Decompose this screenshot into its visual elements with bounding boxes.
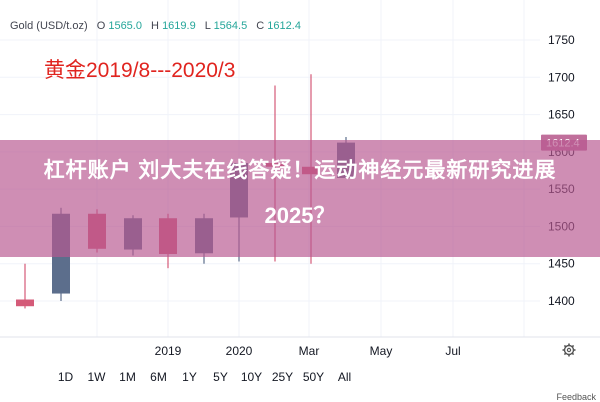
open-label: O <box>96 20 106 32</box>
open-value: 1565.0 <box>108 20 142 32</box>
y-tick-label: 1450 <box>548 257 575 271</box>
date-range-annotation: 黄金2019/8---2020/3 <box>44 59 236 82</box>
overlay-banner[interactable]: 杠杆账户 刘大夫在线答疑！运动神经元最新研究进展 2025？ <box>0 140 600 257</box>
x-tick-label: 2019 <box>155 344 182 358</box>
high-label: H <box>151 20 159 32</box>
timeframe-all[interactable]: All <box>337 370 352 384</box>
x-tick-label: 2020 <box>226 344 253 358</box>
y-tick-label: 1750 <box>548 33 575 47</box>
candle-body[interactable] <box>16 299 34 307</box>
timeframe-1y[interactable]: 1Y <box>182 370 197 384</box>
x-tick-label: May <box>370 344 393 358</box>
y-tick-label: 1700 <box>548 70 575 84</box>
x-tick-label: Mar <box>299 344 320 358</box>
timeframe-25y[interactable]: 25Y <box>271 370 294 384</box>
symbol-name: Gold (USD/t.oz) <box>10 20 88 32</box>
low-value: 1564.5 <box>213 20 248 32</box>
y-tick-label: 1400 <box>548 294 575 308</box>
timeframe-5y[interactable]: 5Y <box>213 370 228 384</box>
timeframe-selector: 1D 1W 1M 6M 1Y 5Y 10Y 25Y 50Y All <box>50 370 360 384</box>
ohlc-legend: Gold (USD/t.oz) O 1565.0 H 1619.9 L 1564… <box>10 20 301 32</box>
banner-line-1: 杠杆账户 刘大夫在线答疑！运动神经元最新研究进展 <box>43 159 557 182</box>
timeframe-6m[interactable]: 6M <box>150 370 167 384</box>
high-value: 1619.9 <box>162 20 196 32</box>
timeframe-10y[interactable]: 10Y <box>240 370 263 384</box>
close-value: 1612.4 <box>267 20 301 32</box>
low-label: L <box>204 20 211 32</box>
feedback-link[interactable]: Feedback <box>556 392 596 402</box>
close-label: C <box>256 20 265 32</box>
timeframe-50y[interactable]: 50Y <box>302 370 325 384</box>
banner-line-2: 2025？ <box>264 203 336 228</box>
timeframe-1m[interactable]: 1M <box>119 370 136 384</box>
settings-icon[interactable] <box>562 343 576 357</box>
x-tick-label: Jul <box>445 344 460 358</box>
timeframe-1w[interactable]: 1W <box>87 370 106 384</box>
timeframe-1d[interactable]: 1D <box>57 370 74 384</box>
y-tick-label: 1650 <box>548 108 575 122</box>
